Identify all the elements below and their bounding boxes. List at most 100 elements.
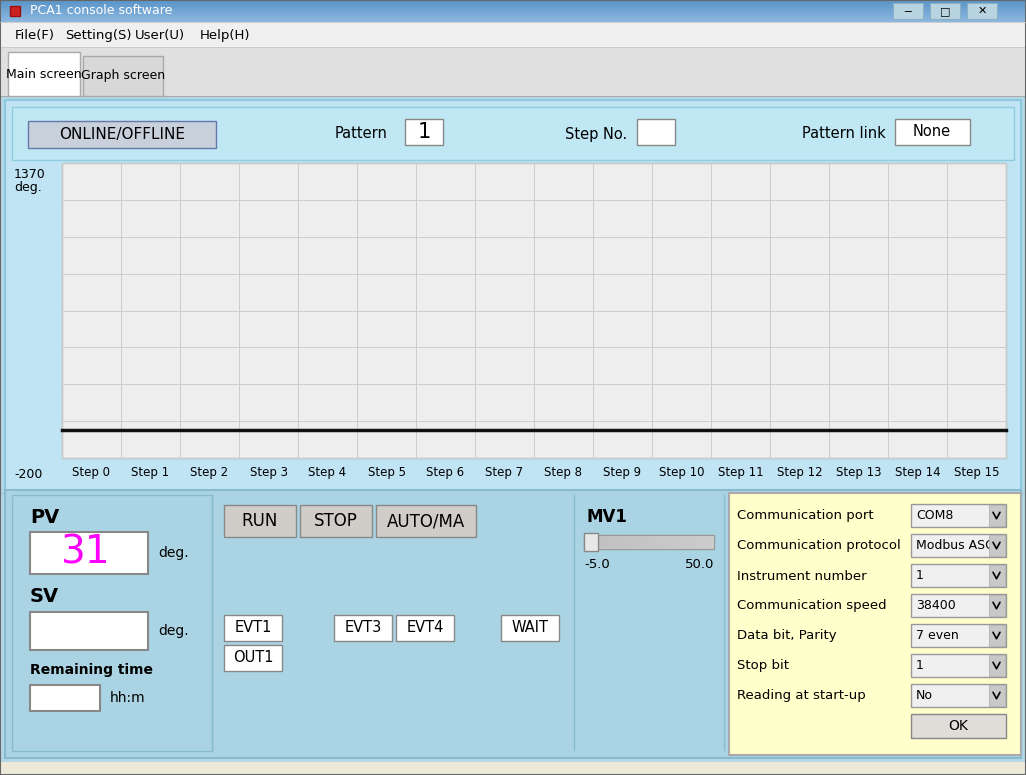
Text: Communication speed: Communication speed	[737, 600, 886, 612]
Bar	[0, 7, 1026, 8]
Bar	[30, 612, 148, 650]
Bar	[911, 534, 1007, 557]
Text: OUT1: OUT1	[233, 650, 273, 666]
Text: Modbus ASC: Modbus ASC	[916, 539, 994, 552]
Text: 1: 1	[418, 122, 431, 142]
Text: AUTO/MA: AUTO/MA	[387, 512, 465, 530]
Text: Step 12: Step 12	[777, 466, 822, 479]
Bar	[5, 490, 1021, 758]
Bar	[12, 107, 1014, 160]
Bar	[0, 13, 1026, 14]
Bar	[83, 56, 163, 96]
Bar	[0, 19, 1026, 20]
Text: PCA1 console software: PCA1 console software	[30, 5, 172, 18]
Text: ─: ─	[905, 6, 911, 16]
Text: File(F): File(F)	[15, 29, 55, 42]
Text: Pattern: Pattern	[336, 126, 388, 142]
Text: 50.0: 50.0	[684, 558, 714, 571]
Bar	[62, 163, 1007, 458]
Text: WAIT: WAIT	[512, 621, 549, 636]
Text: Step 14: Step 14	[895, 466, 940, 479]
Text: Communication port: Communication port	[737, 509, 873, 522]
Text: None: None	[913, 125, 951, 140]
Bar	[0, 16, 1026, 17]
Text: Graph screen: Graph screen	[81, 70, 165, 82]
Text: SV: SV	[30, 587, 60, 606]
Bar	[0, 9, 1026, 10]
Bar	[989, 505, 1005, 526]
Bar	[0, 0, 1026, 1]
Bar	[911, 654, 1007, 677]
Bar	[376, 505, 476, 537]
Text: EVT4: EVT4	[406, 621, 443, 636]
Bar	[989, 565, 1005, 586]
Bar	[911, 594, 1007, 617]
Text: Step 15: Step 15	[954, 466, 999, 479]
Text: ONLINE/OFFLINE: ONLINE/OFFLINE	[60, 127, 185, 142]
Text: 1: 1	[916, 569, 923, 582]
Bar	[0, 11, 1026, 12]
Bar	[0, 3, 1026, 4]
Text: Step 5: Step 5	[367, 466, 405, 479]
Bar	[989, 655, 1005, 676]
Bar	[989, 685, 1005, 706]
Bar	[911, 714, 1007, 738]
Text: EVT3: EVT3	[345, 621, 382, 636]
Text: Instrument number: Instrument number	[737, 570, 867, 583]
Bar	[0, 97, 1026, 762]
Bar	[5, 100, 1021, 755]
Bar	[0, 2, 1026, 3]
Text: Step 8: Step 8	[545, 466, 583, 479]
Bar	[584, 533, 598, 551]
Bar	[989, 625, 1005, 646]
Text: Step 13: Step 13	[836, 466, 881, 479]
Bar	[637, 119, 675, 145]
Text: 1370: 1370	[14, 168, 46, 181]
Text: Help(H): Help(H)	[200, 29, 250, 42]
Bar	[0, 6, 1026, 7]
Text: Step 0: Step 0	[73, 466, 111, 479]
Bar	[0, 1, 1026, 2]
Text: STOP: STOP	[314, 512, 358, 530]
Text: □: □	[940, 6, 950, 16]
Bar	[0, 15, 1026, 16]
Text: OK: OK	[949, 719, 969, 733]
Text: Setting(S): Setting(S)	[65, 29, 131, 42]
Bar	[0, 14, 1026, 15]
Bar	[30, 532, 148, 574]
Bar	[0, 22, 1026, 48]
Text: No: No	[916, 689, 933, 702]
Text: hh:m: hh:m	[110, 691, 146, 705]
Text: Step No.: Step No.	[565, 126, 627, 142]
Text: MV1: MV1	[587, 508, 628, 526]
Text: Step 9: Step 9	[603, 466, 641, 479]
Bar	[300, 505, 372, 537]
Bar	[224, 505, 295, 537]
Text: Step 4: Step 4	[309, 466, 347, 479]
Bar	[895, 119, 970, 145]
Bar	[334, 615, 392, 641]
Text: deg.: deg.	[158, 624, 189, 638]
Text: PV: PV	[30, 508, 60, 527]
Bar	[30, 685, 100, 711]
Text: deg.: deg.	[14, 181, 42, 194]
Text: Step 11: Step 11	[718, 466, 763, 479]
Text: RUN: RUN	[242, 512, 278, 530]
Text: Step 3: Step 3	[249, 466, 287, 479]
Text: Main screen: Main screen	[6, 67, 82, 81]
Bar	[501, 615, 559, 641]
Bar	[989, 535, 1005, 556]
Bar	[10, 6, 19, 16]
Bar	[28, 121, 216, 148]
Bar	[0, 21, 1026, 22]
Text: 7 even: 7 even	[916, 629, 958, 642]
Text: Step 10: Step 10	[659, 466, 704, 479]
Text: Stop bit: Stop bit	[737, 660, 789, 673]
Text: 31: 31	[61, 534, 110, 572]
Text: EVT1: EVT1	[234, 621, 272, 636]
Bar	[0, 8, 1026, 9]
Bar	[893, 3, 923, 19]
Text: Reading at start-up: Reading at start-up	[737, 690, 866, 702]
Text: Step 6: Step 6	[427, 466, 465, 479]
Text: Communication protocol: Communication protocol	[737, 539, 901, 553]
